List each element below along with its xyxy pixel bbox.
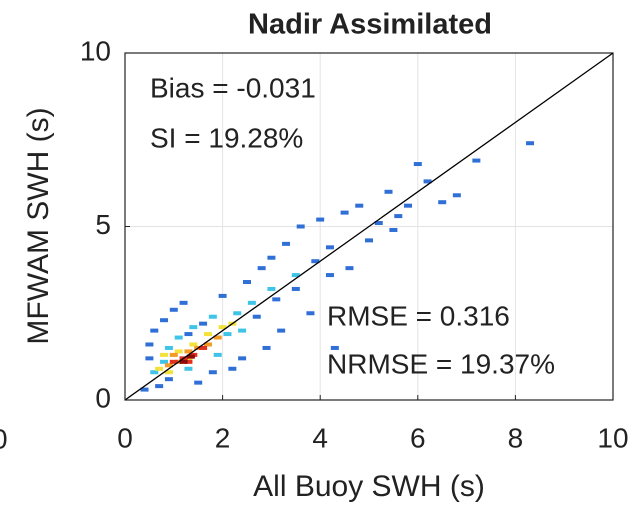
point — [184, 359, 193, 364]
point — [164, 370, 173, 375]
point — [452, 193, 461, 198]
point — [208, 370, 217, 375]
y-tick-label: 10 — [80, 35, 111, 66]
point — [413, 162, 422, 167]
point — [325, 273, 334, 278]
point — [345, 266, 354, 271]
point — [262, 345, 271, 350]
x-tick-label: 10 — [597, 422, 628, 453]
point — [247, 300, 256, 305]
point — [243, 280, 251, 285]
point — [203, 342, 212, 347]
point — [267, 286, 276, 291]
point — [252, 314, 261, 319]
point — [238, 356, 247, 361]
annotation: Bias = -0.031 — [150, 72, 316, 103]
x-tick-label: 2 — [215, 422, 231, 453]
point — [194, 380, 203, 385]
point — [179, 359, 188, 364]
point — [145, 356, 154, 361]
y-tick-label: 5 — [95, 209, 111, 240]
point — [394, 214, 403, 219]
point — [472, 158, 481, 163]
point — [150, 370, 159, 375]
point — [374, 221, 383, 226]
point — [140, 387, 149, 392]
point — [208, 314, 217, 319]
point — [160, 352, 169, 357]
point — [228, 366, 237, 371]
x-tick-label: 4 — [312, 422, 328, 453]
point — [169, 307, 178, 312]
point — [272, 297, 281, 302]
point — [218, 325, 227, 330]
point — [316, 217, 325, 222]
point — [282, 241, 291, 246]
point — [330, 345, 339, 350]
point — [174, 335, 183, 340]
point — [203, 332, 212, 337]
chart-title: Nadir Assimilated — [248, 9, 492, 41]
point — [404, 203, 413, 208]
x-tick-label: 6 — [410, 422, 426, 453]
point — [340, 210, 349, 215]
x-tick-label: 8 — [508, 422, 524, 453]
point — [160, 318, 169, 323]
point — [179, 300, 188, 305]
point — [311, 259, 320, 264]
point — [184, 349, 193, 354]
cropped-label: 0 — [0, 423, 8, 454]
point — [233, 311, 242, 316]
point — [155, 384, 164, 389]
point — [189, 342, 198, 347]
y-tick-label: 0 — [95, 382, 111, 413]
point — [164, 345, 173, 350]
point — [296, 224, 305, 229]
point — [160, 359, 169, 364]
point — [184, 332, 193, 337]
point — [257, 266, 266, 271]
point — [184, 366, 193, 371]
point — [155, 366, 164, 371]
y-axis-label: MFWAM SWH (s) — [22, 107, 55, 344]
point — [365, 238, 373, 243]
x-tick-label: 0 — [117, 422, 133, 453]
point — [306, 311, 315, 316]
point — [389, 227, 398, 232]
point — [438, 200, 447, 205]
point — [526, 141, 535, 146]
point — [423, 179, 432, 184]
point — [164, 363, 173, 368]
point — [199, 345, 208, 350]
point — [267, 255, 276, 260]
point — [277, 328, 286, 333]
point — [213, 352, 222, 357]
point — [355, 203, 364, 208]
point — [223, 332, 232, 337]
annotation: NRMSE = 19.37% — [327, 348, 555, 379]
point — [291, 286, 300, 291]
point — [169, 359, 178, 364]
point — [169, 352, 178, 357]
annotation: SI = 19.28% — [150, 122, 303, 153]
point — [189, 325, 198, 330]
point — [291, 273, 300, 278]
point — [186, 354, 195, 359]
point — [145, 342, 154, 347]
point — [213, 335, 222, 340]
point — [325, 245, 334, 250]
point — [384, 189, 393, 194]
point — [150, 328, 159, 333]
annotation: RMSE = 0.316 — [327, 300, 510, 331]
point — [199, 321, 208, 326]
point — [238, 328, 247, 333]
point — [164, 377, 173, 382]
reference-line — [124, 52, 614, 401]
point — [218, 293, 227, 298]
point — [174, 349, 183, 354]
x-axis-label: All Buoy SWH (s) — [253, 470, 485, 503]
